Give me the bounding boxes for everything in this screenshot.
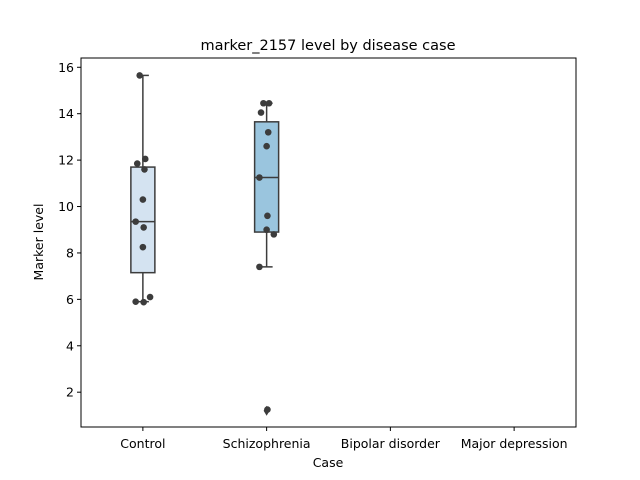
y-tick-label: 6 (66, 292, 74, 307)
data-point (264, 128, 272, 136)
data-point (264, 406, 271, 413)
data-point (140, 298, 147, 306)
data-point (264, 212, 271, 220)
data-point (256, 263, 263, 271)
data-point (132, 298, 139, 305)
y-axis: 2 4 6 8 10 12 14 16 (58, 60, 81, 400)
y-tick-label: 4 (66, 338, 74, 353)
data-point (256, 174, 263, 181)
y-tick-label: 12 (58, 153, 74, 168)
data-point (141, 166, 148, 173)
data-point (146, 293, 154, 301)
axes-frame (80, 57, 577, 428)
y-tick-label: 10 (58, 199, 74, 214)
y-tick-label: 8 (66, 245, 74, 260)
data-point (260, 99, 267, 107)
plot-area (130, 72, 280, 416)
x-tick-label: Control (120, 436, 165, 451)
data-point (132, 218, 139, 225)
y-axis-label: Marker level (31, 204, 46, 281)
x-tick-label: Schizophrenia (223, 436, 311, 451)
data-point (133, 160, 141, 167)
data-point (141, 155, 149, 163)
data-point (139, 196, 147, 203)
data-point (139, 243, 147, 251)
data-point (257, 109, 265, 116)
data-point (265, 99, 273, 107)
data-point (270, 231, 278, 238)
chart-title: marker_2157 level by disease case (201, 38, 456, 54)
x-tick-label: Major depression (461, 436, 568, 451)
x-tick-label: Bipolar disorder (341, 436, 441, 451)
data-point (140, 224, 147, 231)
data-point (263, 226, 270, 234)
box-group (253, 99, 280, 416)
y-tick-label: 14 (58, 106, 74, 121)
y-tick-label: 16 (58, 60, 74, 75)
x-axis-label: Case (313, 455, 344, 470)
data-point (263, 142, 270, 150)
box-group (130, 72, 156, 306)
data-point (136, 72, 143, 79)
x-axis: Control Schizophrenia Bipolar disorder Majo… (120, 427, 568, 451)
y-tick-label: 2 (66, 385, 74, 400)
